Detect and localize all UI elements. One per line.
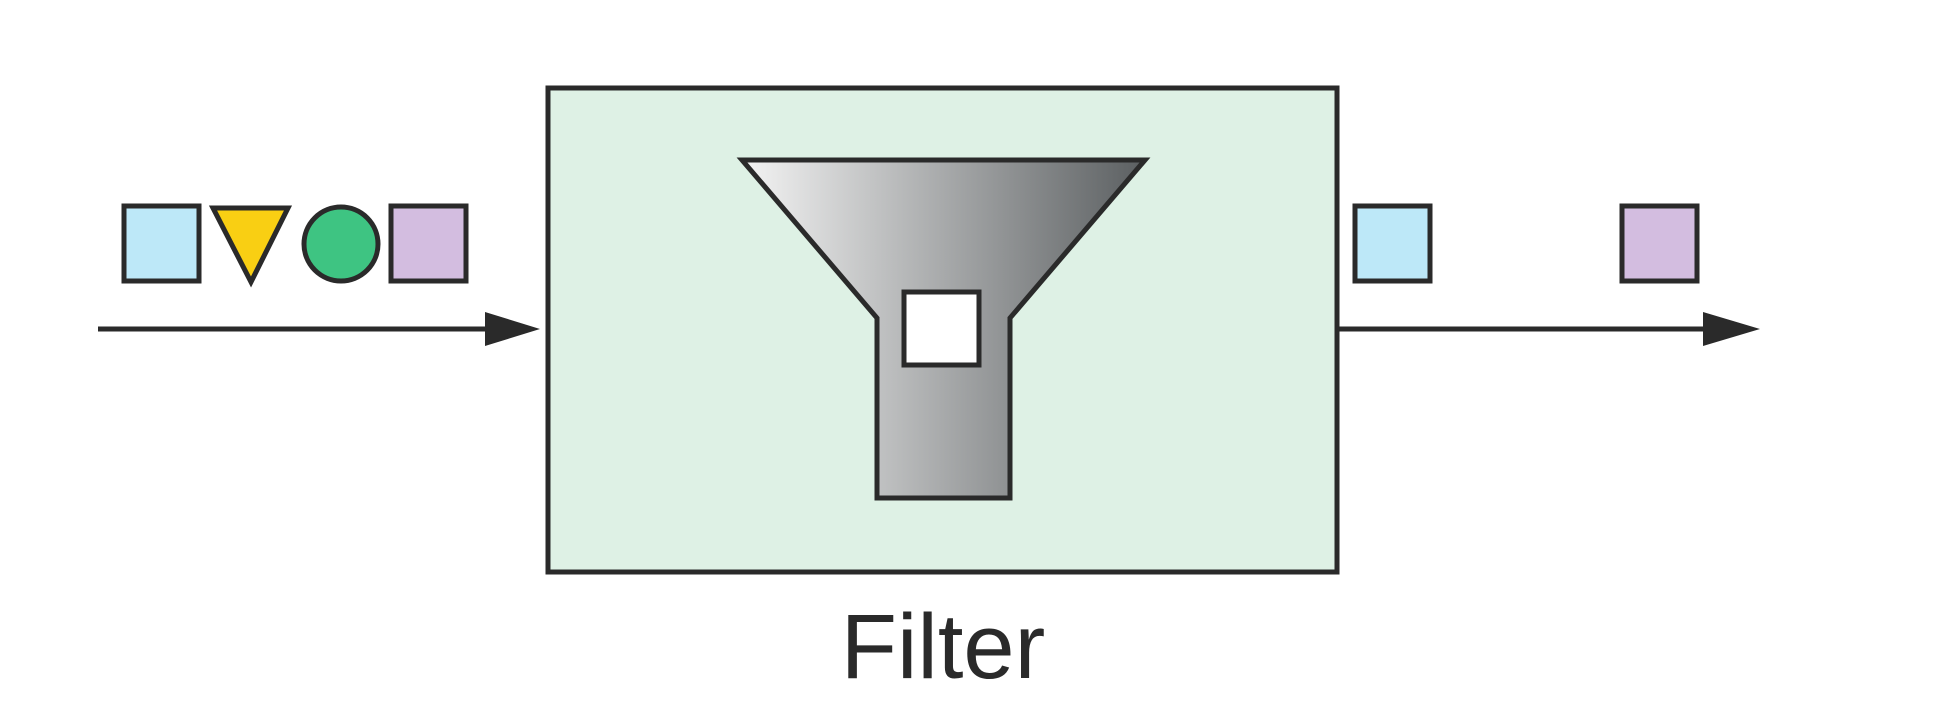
input-message-triangle-yellow [208,205,293,288]
output-arrow-head [1703,312,1760,346]
input-arrow-head [485,312,540,346]
input-message-square-blue [121,203,202,284]
funnel-opening [901,289,982,368]
output-message-square-blue [1352,203,1433,284]
output-message-square-lavender [1619,203,1700,284]
filter-label: Filter [841,596,1045,698]
input-message-circle-green [301,204,381,284]
input-message-square-lavender [388,203,469,284]
